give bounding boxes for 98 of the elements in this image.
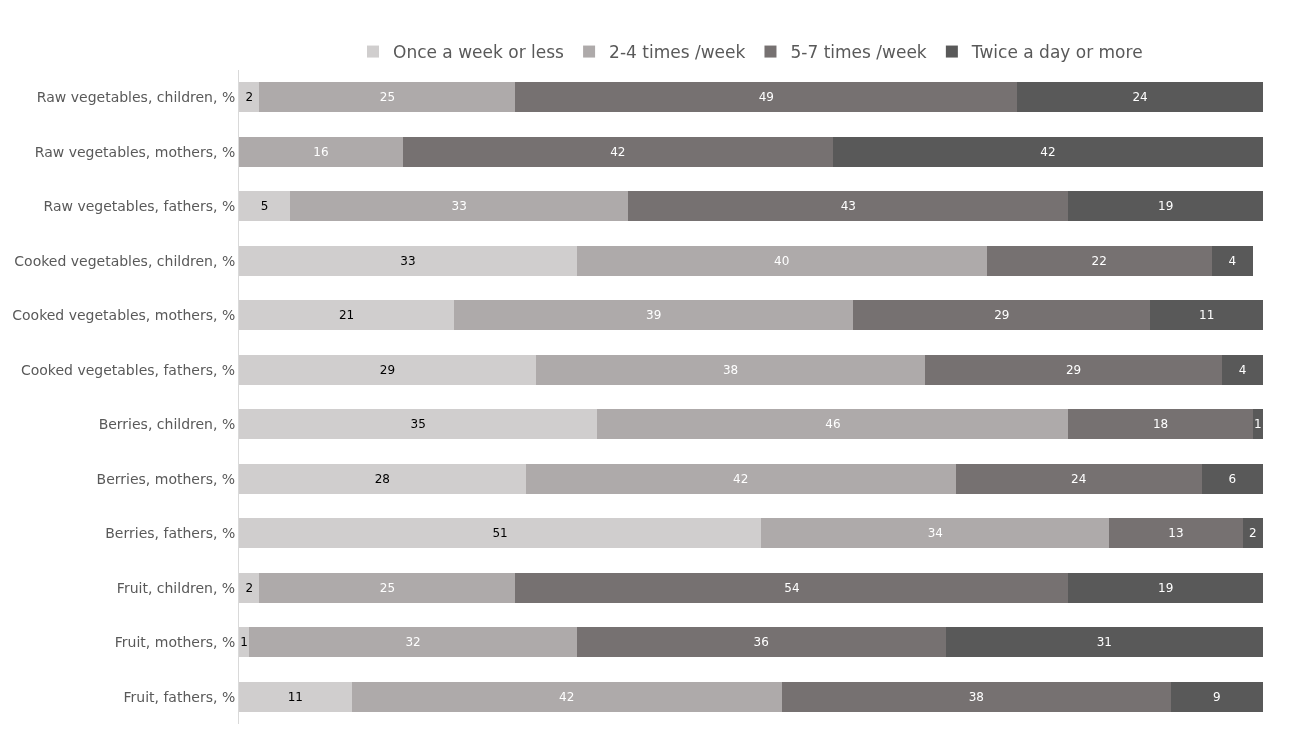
bar [249, 627, 577, 658]
bar [525, 463, 956, 494]
data-label: 40 [774, 253, 790, 268]
data-label: 11 [1199, 308, 1215, 323]
data-label: 54 [784, 580, 800, 595]
data-label: 32 [405, 635, 421, 650]
bar [1068, 191, 1263, 222]
y-tick-label: Raw vegetables, fathers, % [43, 198, 236, 215]
data-label: 18 [1152, 417, 1169, 432]
data-label: 24 [1071, 471, 1087, 486]
y-tick-label: Raw vegetables, children, % [36, 89, 236, 106]
bar [781, 681, 1171, 712]
legend-label: 2-4 times /week [609, 42, 746, 63]
bar [597, 409, 1069, 440]
bar [290, 191, 629, 222]
y-tick-label: Cooked vegetables, mothers, % [12, 307, 236, 324]
data-label: 36 [753, 635, 769, 650]
y-tick-label: Berries, children, % [98, 416, 236, 433]
data-label: 31 [1096, 635, 1112, 650]
y-tick-label: Cooked vegetables, fathers, % [20, 361, 236, 378]
bar [1150, 300, 1263, 331]
data-label: 24 [1132, 90, 1148, 105]
data-label: 25 [379, 580, 396, 595]
data-label: 42 [610, 144, 626, 159]
data-label: 1 [240, 635, 248, 650]
bar [1170, 681, 1263, 712]
bar [259, 572, 516, 603]
legend-label: Twice a day or more [970, 42, 1143, 63]
legend-label: Once a week or less [393, 42, 565, 63]
bar [955, 463, 1202, 494]
data-label: 25 [379, 90, 396, 105]
legend-label: 5-7 times /week [790, 42, 927, 63]
data-label: 21 [338, 308, 355, 323]
bar [515, 82, 1018, 113]
y-tick-label: Raw vegetables, mothers, % [34, 143, 236, 160]
y-tick-label: Cooked vegetables, children, % [14, 252, 236, 269]
data-label: 11 [287, 689, 303, 704]
data-label: 42 [1040, 144, 1056, 159]
data-label: 38 [968, 689, 984, 704]
bar [945, 627, 1263, 658]
data-label: 46 [825, 417, 841, 432]
bar [1109, 518, 1243, 549]
y-tick-label: Fruit, fathers, % [123, 688, 236, 705]
data-label: 22 [1091, 253, 1107, 268]
data-label: 49 [758, 90, 774, 105]
bar [454, 300, 854, 331]
data-label: 33 [451, 199, 467, 214]
data-label: 13 [1168, 526, 1184, 541]
data-label: 4 [1238, 362, 1247, 377]
bar [1068, 409, 1253, 440]
data-label: 29 [379, 362, 396, 377]
bar [1222, 354, 1263, 385]
data-label: 2 [245, 580, 254, 595]
bar [832, 136, 1263, 167]
bar [628, 191, 1069, 222]
bar [853, 300, 1151, 331]
bar [239, 136, 403, 167]
data-label: 28 [374, 471, 390, 486]
bar [1068, 572, 1263, 603]
data-label: 42 [733, 471, 749, 486]
data-label: 29 [1065, 362, 1082, 377]
data-label: 2 [245, 90, 254, 105]
bar [1211, 245, 1253, 276]
data-label: 33 [400, 253, 416, 268]
data-label: 19 [1158, 580, 1174, 595]
bar [1201, 463, 1263, 494]
bar [576, 245, 987, 276]
data-label: 1 [1254, 417, 1262, 432]
data-label: 29 [994, 308, 1010, 323]
bar [515, 572, 1069, 603]
data-label: 19 [1158, 199, 1174, 214]
bar [576, 627, 946, 658]
data-label: 34 [927, 526, 943, 541]
data-label: 51 [492, 526, 508, 541]
data-label: 16 [313, 144, 329, 159]
data-label: 38 [722, 362, 739, 377]
data-label: 42 [559, 689, 575, 704]
bar [402, 136, 833, 167]
data-label: 5 [260, 199, 269, 214]
data-label: 35 [410, 417, 426, 432]
data-label: 4 [1228, 253, 1237, 268]
bar [351, 681, 782, 712]
bar [986, 245, 1212, 276]
data-label: 39 [646, 308, 662, 323]
y-tick-label: Berries, fathers, % [105, 525, 236, 542]
data-label: 6 [1228, 471, 1237, 486]
data-label: 2 [1248, 526, 1257, 541]
y-tick-label: Fruit, mothers, % [114, 634, 236, 651]
data-label: 9 [1213, 689, 1221, 704]
bar [925, 354, 1223, 385]
bar [259, 82, 516, 113]
y-tick-label: Fruit, children, % [116, 579, 236, 596]
bar [1017, 82, 1263, 113]
data-label: 43 [840, 199, 856, 214]
bar [535, 354, 926, 385]
bar [761, 518, 1110, 549]
y-tick-label: Berries, mothers, % [96, 470, 236, 487]
bar [1242, 518, 1263, 549]
